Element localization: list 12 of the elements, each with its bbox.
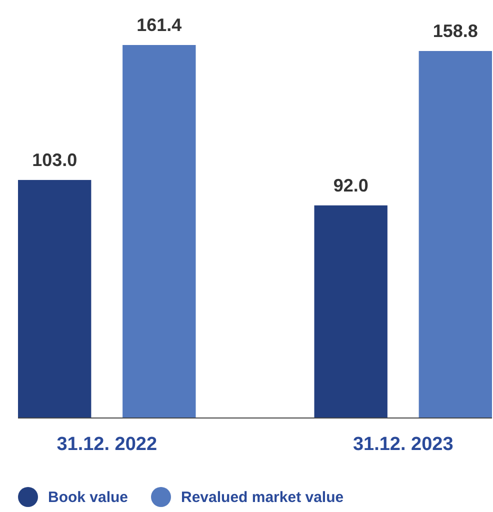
x-tick-label: 31.12. 2022 [56,434,158,455]
bar [314,205,388,418]
legend-label: Revalued market value [181,489,344,506]
legend-label: Book value [48,489,128,506]
data-label: 92.0 [333,175,368,196]
data-label: 161.4 [136,15,182,35]
data-label: 158.8 [432,21,478,42]
bar [418,51,492,418]
bar [122,45,196,418]
data-label: 103.0 [32,150,78,170]
x-tick-label: 31.12. 2023 [352,434,454,455]
bar [18,180,92,418]
